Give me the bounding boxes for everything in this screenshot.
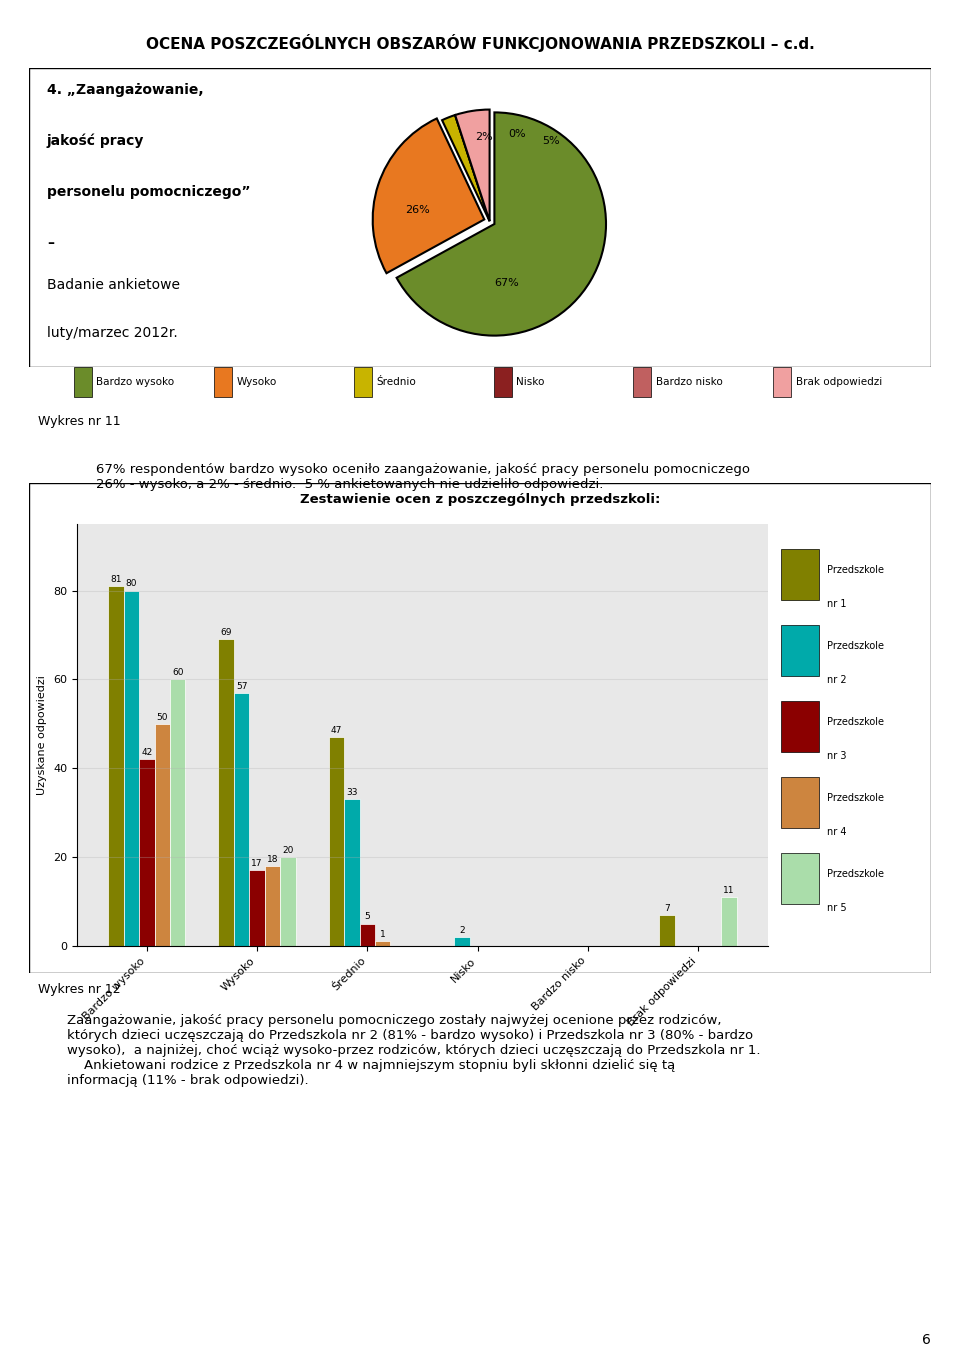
Text: 1: 1 xyxy=(380,930,386,939)
FancyBboxPatch shape xyxy=(780,701,819,751)
Text: 33: 33 xyxy=(347,788,357,798)
Text: Bardzo nisko: Bardzo nisko xyxy=(656,377,723,387)
Text: Badanie ankietowe luty/marzec 2012r.: Badanie ankietowe luty/marzec 2012r. xyxy=(359,625,601,638)
Bar xyxy=(250,871,265,946)
Text: –: – xyxy=(47,235,54,249)
Text: Brak odpowiedzi: Brak odpowiedzi xyxy=(796,377,882,387)
Text: 5: 5 xyxy=(365,912,371,921)
Text: 67% respondentów bardzo wysoko oceniło zaangażowanie, jakość pracy personelu pom: 67% respondentów bardzo wysoko oceniło z… xyxy=(96,463,750,491)
Text: 0%: 0% xyxy=(509,129,526,139)
Text: 80: 80 xyxy=(126,580,137,588)
Text: 60: 60 xyxy=(172,668,183,678)
Bar xyxy=(139,759,155,946)
Y-axis label: Uzyskane odpowiedzi: Uzyskane odpowiedzi xyxy=(37,675,47,795)
Text: Przedszkole: Przedszkole xyxy=(827,717,884,727)
Bar xyxy=(360,924,375,946)
Bar xyxy=(454,936,469,946)
FancyBboxPatch shape xyxy=(774,367,791,397)
Text: 17: 17 xyxy=(252,859,263,868)
Text: 67%: 67% xyxy=(494,278,518,287)
Bar xyxy=(170,679,185,946)
Text: Średnio: Średnio xyxy=(376,377,416,387)
Text: Zestawienie ocen z poszczególnych przedszkoli:: Zestawienie ocen z poszczególnych przeds… xyxy=(300,493,660,506)
Text: 11: 11 xyxy=(723,886,734,894)
Text: Przedszkole: Przedszkole xyxy=(827,793,884,803)
FancyBboxPatch shape xyxy=(634,367,652,397)
Text: 4. „Zaangażowanie,: 4. „Zaangażowanie, xyxy=(47,83,204,97)
FancyBboxPatch shape xyxy=(780,550,819,600)
Text: 5%: 5% xyxy=(542,136,560,146)
Text: 81: 81 xyxy=(110,574,122,584)
FancyBboxPatch shape xyxy=(780,625,819,676)
Bar xyxy=(219,640,234,946)
Text: Nisko: Nisko xyxy=(516,377,544,387)
Wedge shape xyxy=(443,116,490,220)
Text: 4. „Zaangażowanie, jakość pracy: 4. „Zaangażowanie, jakość pracy xyxy=(356,538,604,550)
FancyBboxPatch shape xyxy=(29,483,931,973)
Text: nr 2: nr 2 xyxy=(827,675,847,685)
Text: Wysoko: Wysoko xyxy=(236,377,276,387)
Text: personelu pomocniczego”: personelu pomocniczego” xyxy=(47,185,251,199)
Bar xyxy=(660,915,675,946)
Text: 47: 47 xyxy=(331,725,342,735)
Text: 2%: 2% xyxy=(475,132,492,143)
Text: Zaangażowanie, jakość pracy personelu pomocniczego zostały najwyżej ocenione prz: Zaangażowanie, jakość pracy personelu po… xyxy=(67,1014,760,1087)
Text: OCENA POSZCZEGÓLNYCH OBSZARÓW FUNKCJONOWANIA PRZEDSZKOLI – c.d.: OCENA POSZCZEGÓLNYCH OBSZARÓW FUNKCJONOW… xyxy=(146,34,814,52)
Text: nr 4: nr 4 xyxy=(827,827,847,837)
Text: nr 3: nr 3 xyxy=(827,751,847,761)
Text: jakość pracy: jakość pracy xyxy=(47,133,144,148)
Wedge shape xyxy=(372,118,484,274)
Bar xyxy=(124,591,139,946)
Text: Przedszkole: Przedszkole xyxy=(827,565,884,576)
Bar xyxy=(721,897,736,946)
Wedge shape xyxy=(455,110,490,220)
Text: Bardzo wysoko: Bardzo wysoko xyxy=(96,377,175,387)
Bar xyxy=(265,866,280,946)
Text: nr 5: nr 5 xyxy=(827,902,847,913)
Bar xyxy=(375,942,391,946)
Text: 2: 2 xyxy=(459,925,465,935)
FancyBboxPatch shape xyxy=(74,367,92,397)
FancyBboxPatch shape xyxy=(493,367,512,397)
Bar xyxy=(280,857,296,946)
Bar xyxy=(328,738,344,946)
Text: 26%: 26% xyxy=(405,206,429,215)
Text: 50: 50 xyxy=(156,713,168,721)
Text: 6: 6 xyxy=(923,1334,931,1347)
FancyBboxPatch shape xyxy=(214,367,231,397)
Text: Wykres nr 11: Wykres nr 11 xyxy=(38,415,121,429)
Text: nr 1: nr 1 xyxy=(827,599,847,610)
Text: Przedszkole: Przedszkole xyxy=(827,870,884,879)
Text: 7: 7 xyxy=(664,904,670,913)
Wedge shape xyxy=(455,116,490,220)
Bar xyxy=(155,724,170,946)
Text: 57: 57 xyxy=(236,682,248,690)
Bar xyxy=(344,799,360,946)
FancyBboxPatch shape xyxy=(780,777,819,827)
FancyBboxPatch shape xyxy=(780,853,819,904)
Text: Badanie ankietowe: Badanie ankietowe xyxy=(47,278,180,291)
Bar xyxy=(108,587,124,946)
Text: 69: 69 xyxy=(221,629,232,637)
Wedge shape xyxy=(396,113,606,336)
Text: 20: 20 xyxy=(282,845,294,855)
FancyBboxPatch shape xyxy=(353,367,372,397)
Text: Przedszkole: Przedszkole xyxy=(827,641,884,652)
Bar xyxy=(234,693,250,946)
Text: luty/marzec 2012r.: luty/marzec 2012r. xyxy=(47,325,178,339)
FancyBboxPatch shape xyxy=(29,68,931,367)
Text: Wykres nr 12: Wykres nr 12 xyxy=(38,983,121,996)
Text: personelu pomocniczego” –: personelu pomocniczego” – xyxy=(376,581,584,595)
Text: 18: 18 xyxy=(267,855,278,864)
Text: 42: 42 xyxy=(141,749,153,757)
